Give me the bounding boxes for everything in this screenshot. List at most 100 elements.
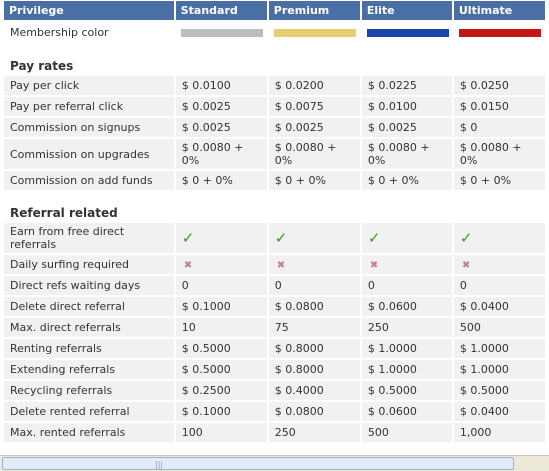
- row-label: Earn from free direct referrals: [4, 223, 174, 253]
- row-label: Commission on signups: [4, 118, 174, 137]
- header-standard: Standard: [175, 1, 267, 20]
- cell-standard: $ 0.0100: [175, 76, 267, 95]
- cell-premium: $ 0.4000: [268, 381, 360, 400]
- cell-standard: $ 0.1000: [175, 402, 267, 421]
- cell-premium: $ 0.0025: [268, 118, 360, 137]
- cell-premium: $ 0.0800: [268, 402, 360, 421]
- cell-ultimate: $ 0.0400: [453, 402, 545, 421]
- cell-premium: $ 0.8000: [268, 339, 360, 358]
- cell-standard: ✖: [175, 255, 267, 274]
- cell-elite: 500: [361, 423, 452, 442]
- membership-color-label: Membership color: [4, 22, 174, 43]
- privileges-panel: Privilege Standard Premium Elite Ultimat…: [2, 0, 547, 444]
- table-row-daily-surfing-required: Daily surfing required ✖ ✖ ✖ ✖: [4, 255, 545, 274]
- check-icon: ✓: [459, 228, 473, 247]
- cell-elite: 250: [361, 318, 452, 337]
- table-row-pay-per-click: Pay per click $ 0.0100 $ 0.0200 $ 0.0225 $ 0…: [4, 76, 545, 95]
- cell-premium: $ 0.0200: [268, 76, 360, 95]
- cell-premium: $ 0.8000: [268, 360, 360, 379]
- table-row-max-direct-referrals: Max. direct referrals 10 75 250 500: [4, 318, 545, 337]
- row-label: Renting referrals: [4, 339, 174, 358]
- table-row-direct-refs-waiting-days: Direct refs waiting days 0 0 0 0: [4, 276, 545, 295]
- cell-ultimate: $ 0.5000: [453, 381, 545, 400]
- cell-standard: 100: [175, 423, 267, 442]
- cell-elite: $ 0.0080 + 0%: [361, 139, 452, 169]
- row-label: Extending referrals: [4, 360, 174, 379]
- row-label: Commission on add funds: [4, 171, 174, 190]
- header-elite: Elite: [361, 1, 452, 20]
- table-row-delete-direct-referral: Delete direct referral $ 0.1000 $ 0.0800 $ …: [4, 297, 545, 316]
- check-icon: ✓: [367, 228, 381, 247]
- cell-standard: $ 0.2500: [175, 381, 267, 400]
- cell-ultimate: $ 0.0150: [453, 97, 545, 116]
- row-label: Pay per referral click: [4, 97, 174, 116]
- scrollbar-thumb[interactable]: |||: [2, 457, 514, 470]
- section-title-referral-related: Referral related: [4, 204, 545, 221]
- table-row-delete-rented-referral: Delete rented referral $ 0.1000 $ 0.0800 $ …: [4, 402, 545, 421]
- section-spacer: [4, 192, 545, 202]
- cell-elite: $ 0.0225: [361, 76, 452, 95]
- cell-ultimate: $ 0.0080 + 0%: [453, 139, 545, 169]
- section-title-row: Referral related: [4, 204, 545, 221]
- cell-standard: $ 0.5000: [175, 339, 267, 358]
- table-row-commission-on-upgrades: Commission on upgrades $ 0.0080 + 0% $ 0.0…: [4, 139, 545, 169]
- row-label: Recycling referrals: [4, 381, 174, 400]
- row-label: Commission on upgrades: [4, 139, 174, 169]
- table-row-max-rented-referrals: Max. rented referrals 100 250 500 1,000: [4, 423, 545, 442]
- cell-ultimate: $ 1.0000: [453, 360, 545, 379]
- cell-standard: $ 0.0025: [175, 118, 267, 137]
- horizontal-scrollbar[interactable]: |||: [0, 455, 549, 471]
- header-row: Privilege Standard Premium Elite Ultimat…: [4, 1, 545, 20]
- table-row-commission-on-signups: Commission on signups $ 0.0025 $ 0.0025 $ 0…: [4, 118, 545, 137]
- header-ultimate: Ultimate: [453, 1, 545, 20]
- header-premium: Premium: [268, 1, 360, 20]
- cell-ultimate: $ 0.0250: [453, 76, 545, 95]
- cell-standard: 0: [175, 276, 267, 295]
- table-row-extending-referrals: Extending referrals $ 0.5000 $ 0.8000 $ 1.0…: [4, 360, 545, 379]
- table-row-recycling-referrals: Recycling referrals $ 0.2500 $ 0.4000 $ 0.5…: [4, 381, 545, 400]
- cross-icon: ✖: [369, 260, 379, 271]
- row-label: Delete direct referral: [4, 297, 174, 316]
- table-row-earn-from-free-direct-referrals: Earn from free direct referrals ✓ ✓ ✓ ✓: [4, 223, 545, 253]
- cell-elite: ✖: [361, 255, 452, 274]
- section-spacer: [4, 45, 545, 55]
- cell-ultimate: $ 0 + 0%: [453, 171, 545, 190]
- cell-standard: $ 0.0025: [175, 97, 267, 116]
- scroll-grip-icon: |||: [155, 460, 164, 469]
- cell-elite: ✓: [361, 223, 452, 253]
- row-label: Delete rented referral: [4, 402, 174, 421]
- cell-premium: $ 0.0080 + 0%: [268, 139, 360, 169]
- section-title-pay-rates: Pay rates: [4, 57, 545, 74]
- cell-elite: $ 0.0600: [361, 402, 452, 421]
- row-label: Daily surfing required: [4, 255, 174, 274]
- privileges-table: Privilege Standard Premium Elite Ultimat…: [2, 0, 547, 444]
- cell-ultimate: $ 1.0000: [453, 339, 545, 358]
- check-icon: ✓: [274, 228, 288, 247]
- table-row-pay-per-referral-click: Pay per referral click $ 0.0025 $ 0.0075 $ …: [4, 97, 545, 116]
- cross-icon: ✖: [276, 260, 286, 271]
- table-row-commission-on-add-funds: Commission on add funds $ 0 + 0% $ 0 + 0% $…: [4, 171, 545, 190]
- cell-standard: $ 0.1000: [175, 297, 267, 316]
- cell-ultimate: $ 0.0400: [453, 297, 545, 316]
- cell-elite: $ 0.0600: [361, 297, 452, 316]
- check-icon: ✓: [181, 228, 195, 247]
- row-label: Pay per click: [4, 76, 174, 95]
- color-swatch-standard: [180, 28, 263, 37]
- header-privilege: Privilege: [4, 1, 174, 20]
- section-title-row: Pay rates: [4, 57, 545, 74]
- cross-icon: ✖: [183, 260, 193, 271]
- cell-elite: $ 1.0000: [361, 339, 452, 358]
- cell-elite: $ 0.5000: [361, 381, 452, 400]
- cell-elite: $ 1.0000: [361, 360, 452, 379]
- cell-elite: 0: [361, 276, 452, 295]
- cell-ultimate: ✓: [453, 223, 545, 253]
- row-label: Direct refs waiting days: [4, 276, 174, 295]
- cell-elite: $ 0.0025: [361, 118, 452, 137]
- cell-premium: $ 0.0800: [268, 297, 360, 316]
- row-label: Max. direct referrals: [4, 318, 174, 337]
- cell-standard: $ 0.5000: [175, 360, 267, 379]
- table-row-renting-referrals: Renting referrals $ 0.5000 $ 0.8000 $ 1.000…: [4, 339, 545, 358]
- cell-standard: $ 0.0080 + 0%: [175, 139, 267, 169]
- cell-premium: $ 0.0075: [268, 97, 360, 116]
- row-label: Max. rented referrals: [4, 423, 174, 442]
